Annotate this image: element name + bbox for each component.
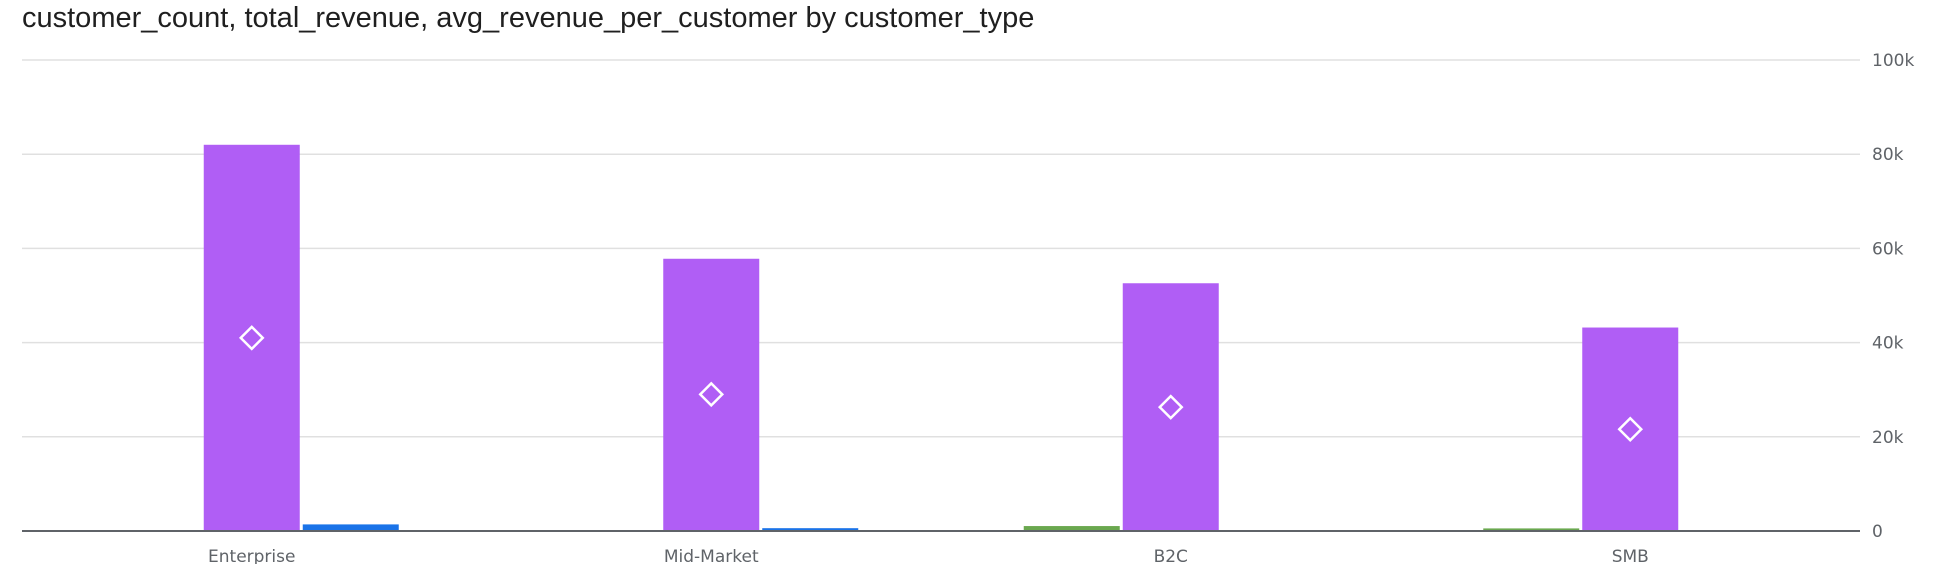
y-tick-label: 60k — [1872, 239, 1904, 259]
bar-total-revenue-smb[interactable] — [1582, 327, 1679, 531]
y-tick-label: 0 — [1872, 522, 1883, 542]
bar-total-revenue-mid-market[interactable] — [663, 258, 760, 531]
point-avg-revenue-b2c[interactable] — [1157, 394, 1184, 420]
x-tick-label: Enterprise — [208, 547, 295, 564]
x-tick-label: SMB — [1612, 547, 1649, 564]
bars — [203, 144, 1679, 531]
bar-customer-count-2-enterprise[interactable] — [302, 524, 399, 531]
gridlines — [22, 59, 1860, 438]
y-tick-label: 100k — [1872, 51, 1914, 71]
y-tick-label: 40k — [1872, 334, 1904, 354]
bar-customer-count-2-mid-market[interactable] — [762, 528, 859, 531]
axes: 0 20k 40k 60k 80k 100k Enterprise Mid-Market B2C… — [22, 51, 1914, 564]
bar-customer-count-b2c[interactable] — [1023, 526, 1120, 531]
bar-total-revenue-b2c[interactable] — [1122, 283, 1219, 531]
y-tick-label: 80k — [1872, 145, 1904, 165]
x-tick-label: B2C — [1154, 547, 1188, 564]
point-avg-revenue-smb[interactable] — [1617, 416, 1644, 443]
x-tick-label: Mid-Market — [664, 547, 759, 564]
avg-revenue-markers — [238, 325, 1644, 443]
y-tick-label: 20k — [1872, 428, 1904, 448]
bar-total-revenue-enterprise[interactable] — [203, 144, 300, 531]
bar-customer-count-smb[interactable] — [1483, 528, 1580, 531]
point-avg-revenue-mid-market[interactable] — [698, 381, 725, 408]
point-avg-revenue-enterprise[interactable] — [238, 325, 265, 351]
chart-title: customer_count, total_revenue, avg_reven… — [22, 2, 1035, 34]
